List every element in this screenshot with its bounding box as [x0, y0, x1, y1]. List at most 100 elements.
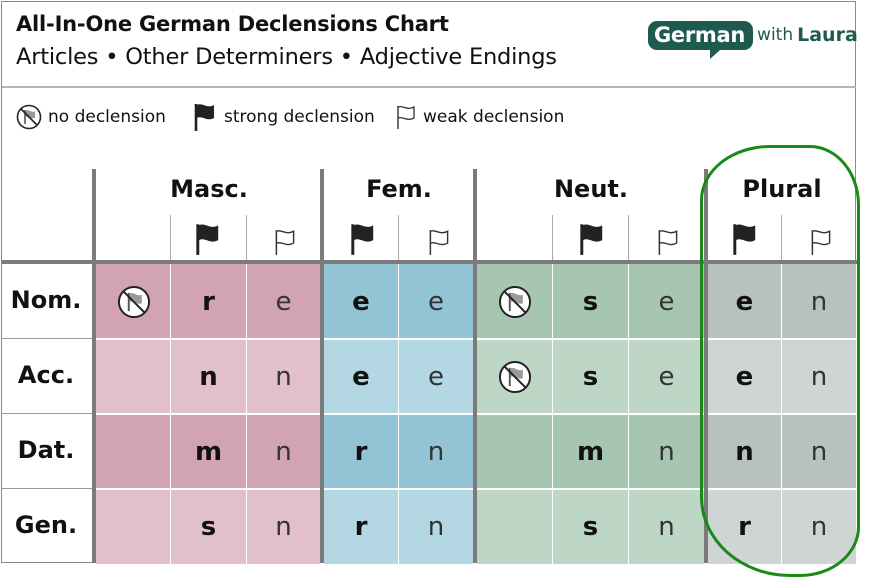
- header-divider-line: [781, 215, 782, 262]
- plural-weak-ending: n: [782, 414, 856, 489]
- cell-divider: [552, 489, 553, 564]
- no-declension-icon: [96, 264, 171, 339]
- header-divider-line: [170, 215, 171, 262]
- column-header-neut: Neut.: [553, 175, 629, 203]
- legend-label: strong declension: [224, 107, 375, 127]
- fem-weak-ending: e: [399, 339, 473, 414]
- cell-divider: [398, 489, 399, 564]
- logo-with: with: [757, 25, 794, 45]
- logo-brand: German: [648, 20, 754, 59]
- neut-strong-ending: s: [553, 264, 628, 339]
- legend-no-declension: no declension: [16, 102, 166, 132]
- masc-strong-ending: s: [171, 489, 246, 564]
- fem-strong-ending: r: [324, 489, 398, 564]
- plural-weak-ending: n: [782, 264, 856, 339]
- row-label-divider: [2, 338, 92, 339]
- crossed-flag-icon: [16, 104, 42, 130]
- neut-strong-ending: s: [553, 339, 628, 414]
- cell-divider: [552, 264, 553, 339]
- neut-weak-ending: e: [629, 339, 704, 414]
- group-divider: [320, 169, 324, 563]
- cell-divider: [781, 264, 782, 339]
- masc-weak-ending: n: [247, 489, 320, 564]
- plural-strong-ending: e: [708, 339, 781, 414]
- column-header-masc: Masc.: [170, 175, 248, 203]
- chart-title: All-In-One German Declensions Chart: [16, 12, 449, 36]
- row-label-divider: [2, 413, 92, 414]
- legend-weak: weak declension: [395, 102, 564, 132]
- neut-weak-ending: n: [629, 414, 704, 489]
- filled-flag-icon: [194, 104, 214, 131]
- fem-weak-ending: n: [399, 489, 473, 564]
- plural-highlight-ring: [700, 145, 860, 577]
- legend-label: no declension: [48, 107, 166, 127]
- masc-weak-ending: e: [247, 264, 320, 339]
- cell-divider: [552, 414, 553, 489]
- row-label-gen: Gen.: [14, 511, 78, 539]
- fem-strong-ending: e: [324, 339, 398, 414]
- weak-flag-icon: [275, 230, 295, 255]
- neut-weak-ending: [477, 489, 553, 564]
- cell-divider: [170, 414, 171, 489]
- masc-strong-ending: r: [171, 264, 246, 339]
- plural-weak-ending: n: [782, 339, 856, 414]
- fem-weak-ending: e: [399, 264, 473, 339]
- header-divider-line: [246, 215, 247, 262]
- legend-label: weak declension: [423, 107, 565, 127]
- masc-weak-ending: [96, 339, 171, 414]
- masc-strong-ending: m: [171, 414, 246, 489]
- legend-strong: strong declension: [192, 102, 375, 132]
- group-divider: [704, 169, 708, 563]
- cell-divider: [781, 414, 782, 489]
- strong-flag-icon: [351, 224, 374, 255]
- cell-divider: [246, 264, 247, 339]
- cell-divider: [170, 264, 171, 339]
- row-label-acc: Acc.: [17, 361, 75, 389]
- chart-subtitle: Articles • Other Determiners • Adjective…: [16, 44, 557, 70]
- neut-weak-ending: e: [629, 264, 704, 339]
- header-divider-line: [628, 215, 629, 262]
- fem-strong-ending: r: [324, 414, 398, 489]
- header-bottom-rule: [2, 260, 857, 264]
- masc-strong-ending: n: [171, 339, 246, 414]
- group-divider: [473, 169, 477, 563]
- header-divider: [2, 86, 856, 88]
- fem-weak-ending: n: [399, 414, 473, 489]
- cell-divider: [398, 339, 399, 414]
- fem-strong-ending: e: [324, 264, 398, 339]
- row-label-divider: [2, 488, 92, 489]
- neut-weak-ending: [477, 414, 553, 489]
- cell-divider: [246, 339, 247, 414]
- neut-strong-ending: s: [553, 489, 628, 564]
- cell-divider: [246, 489, 247, 564]
- neut-strong-ending: m: [553, 414, 628, 489]
- cell-divider: [628, 339, 629, 414]
- no-declension-icon: [477, 264, 553, 339]
- neut-weak-ending: n: [629, 489, 704, 564]
- no-declension-icon: [477, 339, 553, 414]
- cell-divider: [628, 414, 629, 489]
- cell-divider: [628, 264, 629, 339]
- masc-weak-ending: [96, 414, 171, 489]
- cell-divider: [398, 414, 399, 489]
- row-label-dat: Dat.: [17, 436, 75, 464]
- masc-weak-ending: n: [247, 414, 320, 489]
- header-divider-line: [552, 215, 553, 262]
- weak-flag-icon: [658, 230, 678, 255]
- header-divider-line: [398, 215, 399, 262]
- cell-divider: [628, 489, 629, 564]
- plural-strong-ending: n: [708, 414, 781, 489]
- masc-weak-ending: n: [247, 339, 320, 414]
- logo: German with Laura: [648, 18, 858, 59]
- logo-name: Laura: [797, 24, 858, 46]
- group-divider: [92, 169, 96, 563]
- cell-divider: [246, 414, 247, 489]
- column-header-fem: Fem.: [366, 175, 432, 203]
- masc-weak-ending: [96, 489, 171, 564]
- cell-divider: [398, 264, 399, 339]
- row-label-nom: Nom.: [10, 286, 82, 314]
- strong-flag-icon: [580, 224, 603, 255]
- cell-divider: [170, 489, 171, 564]
- plural-strong-ending: e: [708, 264, 781, 339]
- cell-divider: [781, 339, 782, 414]
